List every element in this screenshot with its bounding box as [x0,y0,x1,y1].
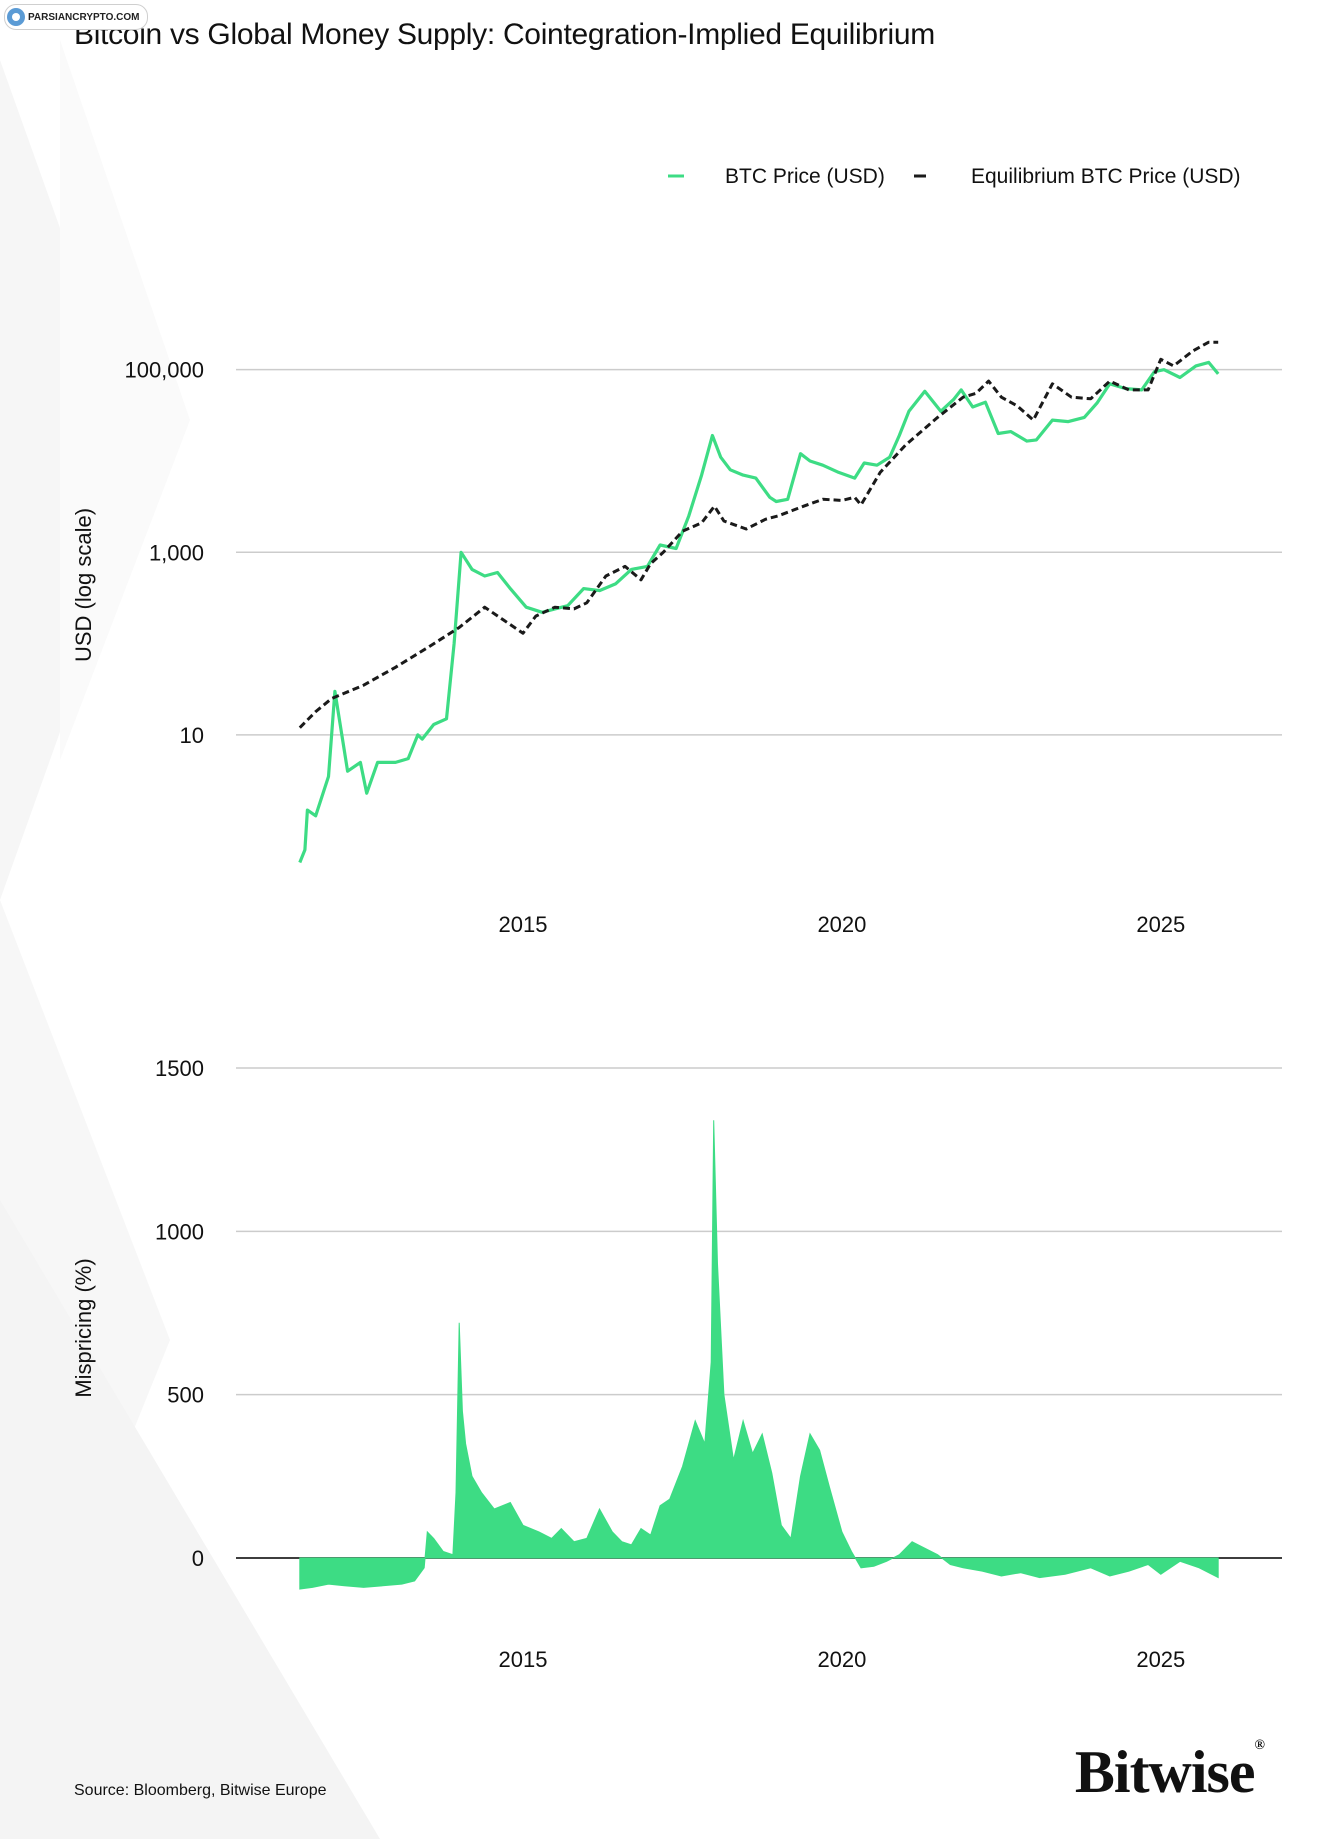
watermark-text: PARSIANCRYPTO.COM [28,11,140,23]
y-tick-label: 1500 [155,1056,204,1081]
y-axis-label: USD (log scale) [71,508,96,662]
y-tick-label: 1,000 [149,540,204,565]
x-tick-label: 2015 [499,912,548,937]
watermark-badge: PARSIANCRYPTO.COM [4,4,148,30]
brand-name: Bitwise [1074,1739,1256,1805]
legend-label-equilibrium: Equilibrium BTC Price (USD) [971,165,1241,188]
equilibrium-price-line [298,340,1219,729]
x-tick-label: 2025 [1136,1647,1185,1672]
y-tick-label: 10 [180,723,204,748]
y-axis-label: Mispricing (%) [71,1258,96,1397]
y-tick-label: 1000 [155,1219,204,1244]
legend-label-btc: BTC Price (USD) [725,165,885,188]
mispricing-area [299,1120,1219,1590]
bitwise-logo: Bitwise® [1074,1738,1266,1807]
x-tick-label: 2015 [499,1647,548,1672]
parsiancrypto-logo-icon [7,8,25,26]
chart-title: Bitcoin vs Global Money Supply: Cointegr… [74,18,935,51]
btc-price-line [298,360,1220,864]
x-tick-label: 2020 [817,1647,866,1672]
y-tick-label: 0 [192,1546,204,1571]
brand-registered-mark: ® [1254,1738,1266,1753]
y-tick-label: 500 [167,1383,204,1408]
x-tick-label: 2020 [817,912,866,937]
y-tick-label: 100,000 [124,358,204,383]
source-note: Source: Bloomberg, Bitwise Europe [74,1782,327,1799]
x-tick-label: 2025 [1136,912,1185,937]
